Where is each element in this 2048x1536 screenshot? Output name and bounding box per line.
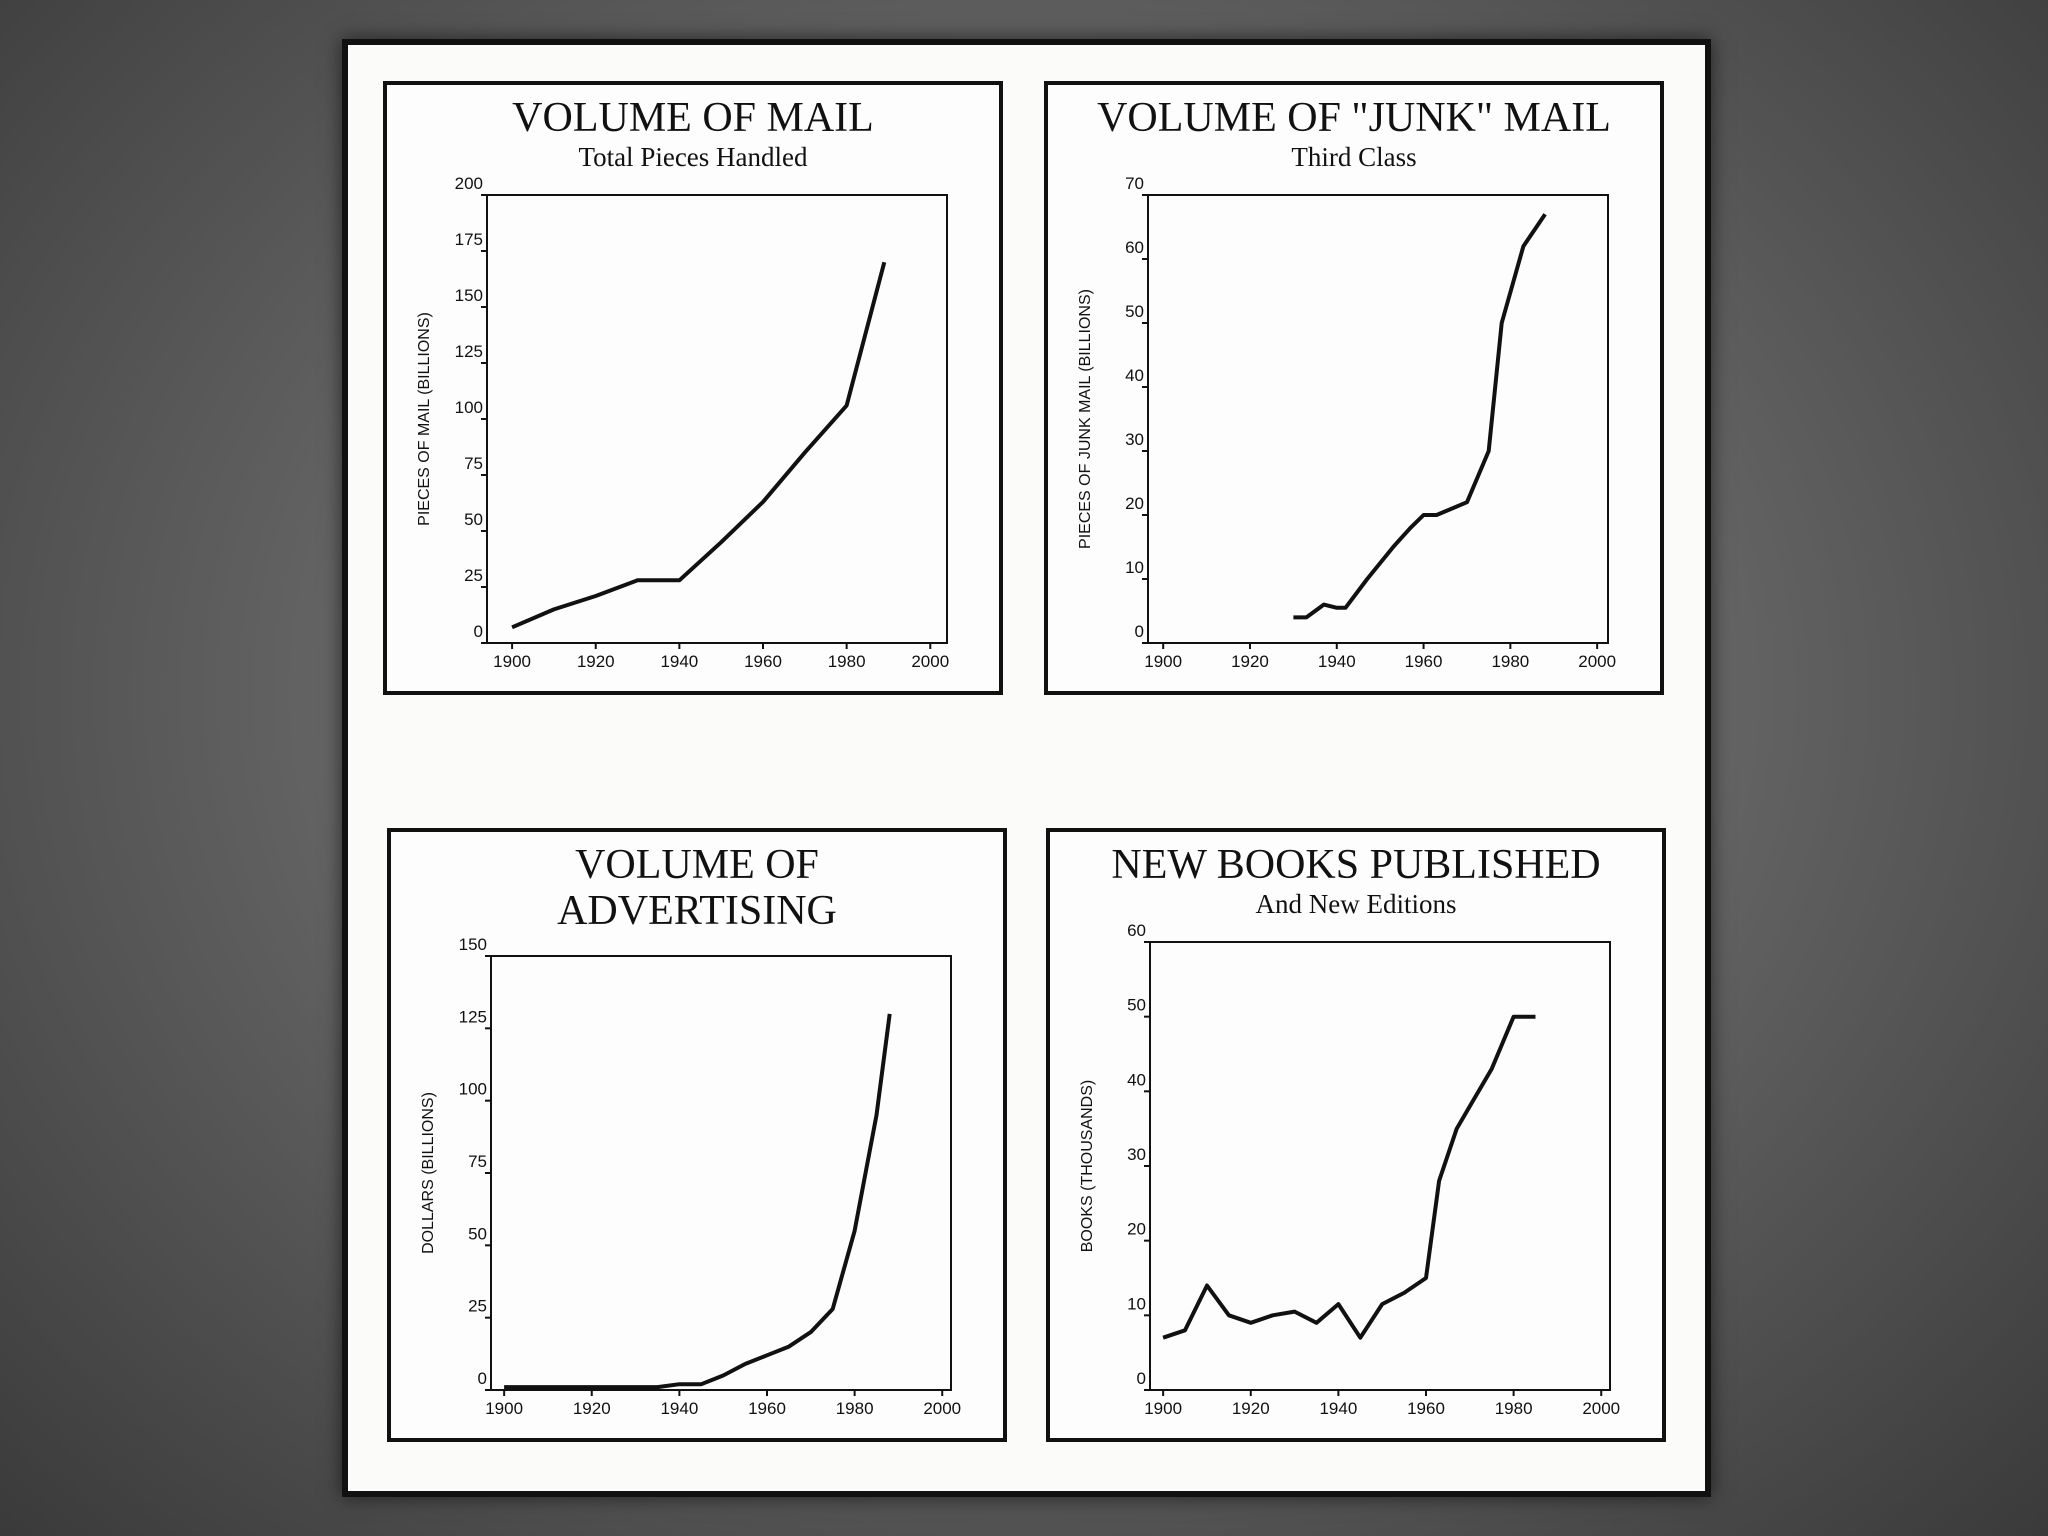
y-tick-label: 10 [1125, 558, 1144, 577]
y-tick-label: 75 [468, 1152, 487, 1171]
x-tick-label: 1960 [748, 1399, 786, 1418]
y-tick-label: 150 [459, 935, 487, 954]
y-tick-label: 20 [1125, 494, 1144, 513]
x-tick-label: 1940 [1319, 1399, 1357, 1418]
y-tick-label: 175 [455, 230, 483, 249]
x-tick-label: 1920 [1231, 652, 1269, 671]
chart-title: VOLUME OF "JUNK" MAIL [1097, 95, 1611, 141]
x-tick-label: 1940 [660, 652, 698, 671]
x-tick-label: 1940 [660, 1399, 698, 1418]
plot: 0 25 50 75 100 125 150 175 200 1900 1920 1940 1960 19… [416, 174, 949, 671]
y-tick-label: 150 [455, 286, 483, 305]
y-tick-label: 100 [455, 398, 483, 417]
chart-title: VOLUME OF ADVERTISING [557, 842, 837, 934]
x-tick-label: 1940 [1318, 652, 1356, 671]
plot-frame [490, 955, 952, 1391]
x-tick-label: 2000 [1578, 652, 1616, 671]
x-tick-label: 1980 [1495, 1399, 1533, 1418]
y-tick-label: 0 [1137, 1369, 1146, 1388]
y-axis-label: PIECES OF JUNK MAIL (BILLIONS) [1077, 289, 1094, 549]
plot: 0 10 20 30 40 50 60 1900 1920 1940 1960 1980 2000 BOO… [1079, 921, 1620, 1418]
y-axis-label: PIECES OF MAIL (BILLIONS) [416, 312, 433, 526]
chart-header: VOLUME OF "JUNK" MAIL Third Class [1048, 85, 1660, 173]
plot: 0 10 20 30 40 50 60 70 1900 1920 1940 1960 1980 2000 P… [1077, 174, 1616, 671]
y-tick-label: 30 [1125, 430, 1144, 449]
chart-subtitle: Total Pieces Handled [578, 142, 808, 172]
y-tick-label: 20 [1127, 1220, 1146, 1239]
plot: 0 25 50 75 100 125 150 1900 1920 1940 1960 1980 2000… [420, 935, 961, 1418]
y-tick-label: 50 [464, 510, 483, 529]
plot-frame [1147, 194, 1609, 644]
y-tick-label: 100 [459, 1080, 487, 1099]
y-tick-label: 25 [468, 1297, 487, 1316]
plot-frame [486, 194, 948, 644]
data-line [1293, 213, 1547, 620]
y-tick-label: 50 [1125, 302, 1144, 321]
chart-title: VOLUME OF MAIL [512, 95, 874, 141]
x-tick-label: 1920 [573, 1399, 611, 1418]
x-tick-label: 1980 [1491, 652, 1529, 671]
chart-title: NEW BOOKS PUBLISHED [1111, 842, 1601, 888]
x-tick-label: 2000 [1582, 1399, 1620, 1418]
y-tick-label: 60 [1127, 921, 1146, 940]
y-tick-label: 50 [468, 1224, 487, 1243]
chart-header: VOLUME OF MAIL Total Pieces Handled [387, 85, 999, 173]
x-tick-label: 1900 [1144, 652, 1182, 671]
y-tick-label: 10 [1127, 1294, 1146, 1313]
data-line [511, 261, 887, 630]
y-tick-label: 0 [474, 622, 483, 641]
x-tick-label: 1980 [836, 1399, 874, 1418]
y-tick-label: 200 [455, 174, 483, 193]
y-tick-label: 125 [455, 342, 483, 361]
y-tick-label: 25 [464, 566, 483, 585]
y-tick-label: 0 [1135, 622, 1144, 641]
y-axis-label: BOOKS (THOUSANDS) [1079, 1080, 1096, 1252]
chart-subtitle: And New Editions [1255, 889, 1457, 919]
chart-subtitle: Third Class [1291, 142, 1417, 172]
x-tick-label: 1980 [828, 652, 866, 671]
x-tick-label: 1900 [493, 652, 531, 671]
y-tick-label: 75 [464, 454, 483, 473]
y-tick-label: 40 [1127, 1070, 1146, 1089]
chart-panel: VOLUME OF ADVERTISING 0 25 50 75 100 125 150 190… [387, 828, 1007, 1442]
x-tick-label: 2000 [923, 1399, 961, 1418]
data-line [1162, 1014, 1536, 1340]
y-tick-label: 0 [478, 1369, 487, 1388]
y-tick-label: 30 [1127, 1145, 1146, 1164]
chart-panel: VOLUME OF "JUNK" MAIL Third Class 0 10 20 30 4… [1044, 81, 1664, 695]
x-tick-label: 1920 [1232, 1399, 1270, 1418]
x-tick-label: 1900 [1144, 1399, 1182, 1418]
chart-header: NEW BOOKS PUBLISHED And New Editions [1050, 832, 1662, 920]
x-tick-label: 1960 [744, 652, 782, 671]
data-line [504, 1013, 892, 1390]
y-tick-label: 125 [459, 1007, 487, 1026]
chart-header: VOLUME OF ADVERTISING [391, 832, 1003, 934]
chart-panel: VOLUME OF MAIL Total Pieces Handled 0 25 50 7… [383, 81, 1003, 695]
chart-panel: NEW BOOKS PUBLISHED And New Editions 0 10 20… [1046, 828, 1666, 1442]
x-tick-label: 2000 [911, 652, 949, 671]
y-axis-label: DOLLARS (BILLIONS) [420, 1092, 437, 1254]
x-tick-label: 1960 [1405, 652, 1443, 671]
plot-frame [1149, 941, 1611, 1391]
y-tick-label: 50 [1127, 996, 1146, 1015]
y-tick-label: 60 [1125, 238, 1144, 257]
y-tick-label: 70 [1125, 174, 1144, 193]
x-tick-label: 1960 [1407, 1399, 1445, 1418]
y-tick-label: 40 [1125, 366, 1144, 385]
x-tick-label: 1900 [485, 1399, 523, 1418]
x-tick-label: 1920 [577, 652, 615, 671]
